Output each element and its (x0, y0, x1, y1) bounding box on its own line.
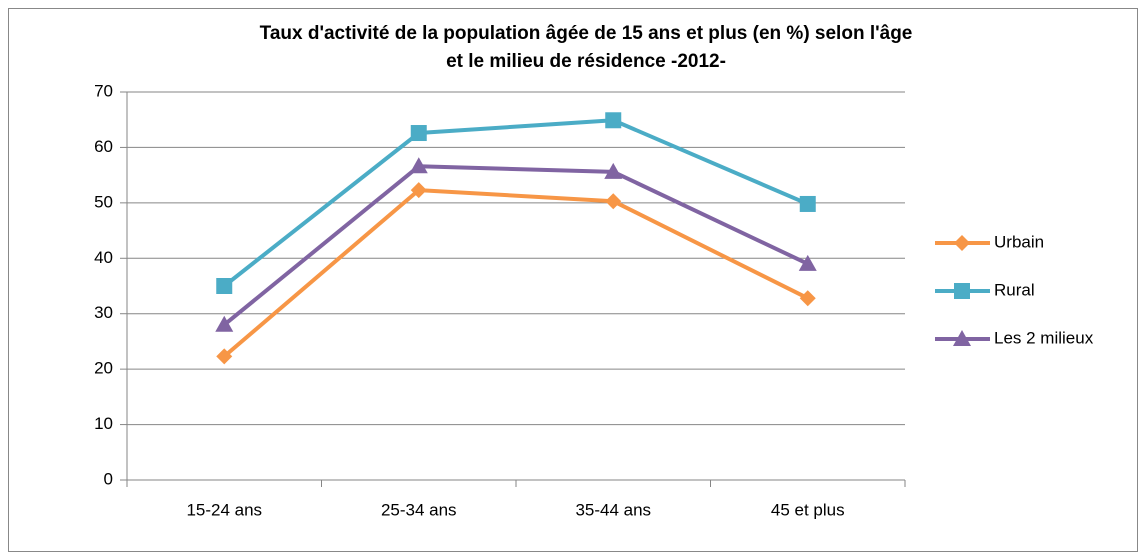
series-line (222, 188, 809, 358)
marker (604, 162, 623, 179)
marker (798, 254, 817, 271)
y-tick-label: 60 (94, 137, 113, 156)
marker (216, 348, 233, 365)
x-tick-label: 25-34 ans (381, 500, 457, 519)
marker (410, 125, 427, 142)
series-line (223, 118, 809, 288)
marker (410, 182, 427, 199)
chart-title: Taux d'activité de la population âgée de… (260, 23, 913, 44)
chart-title: et le milieu de résidence -2012- (446, 51, 726, 72)
series-line (222, 164, 809, 327)
marker (799, 195, 816, 212)
chart-frame (8, 8, 1138, 552)
y-tick-label: 10 (94, 414, 113, 433)
marker (215, 315, 234, 332)
marker (799, 290, 816, 307)
y-tick-label: 30 (94, 303, 113, 322)
legend-label: Rural (994, 280, 1035, 299)
y-tick-label: 40 (94, 248, 113, 267)
marker (954, 283, 970, 299)
y-tick-label: 70 (94, 81, 113, 100)
marker (605, 193, 622, 210)
y-tick-label: 50 (94, 192, 113, 211)
marker (216, 278, 233, 294)
x-tick-label: 15-24 ans (186, 500, 262, 519)
x-tick-label: 35-44 ans (575, 500, 651, 519)
marker (409, 157, 428, 174)
marker (605, 112, 622, 129)
y-tick-label: 20 (94, 359, 113, 378)
legend-label: Urbain (994, 232, 1044, 251)
x-tick-label: 45 et plus (771, 500, 845, 519)
y-tick-label: 0 (104, 469, 113, 488)
marker (953, 330, 971, 346)
legend-label: Les 2 milieux (994, 328, 1094, 347)
marker (954, 235, 970, 251)
